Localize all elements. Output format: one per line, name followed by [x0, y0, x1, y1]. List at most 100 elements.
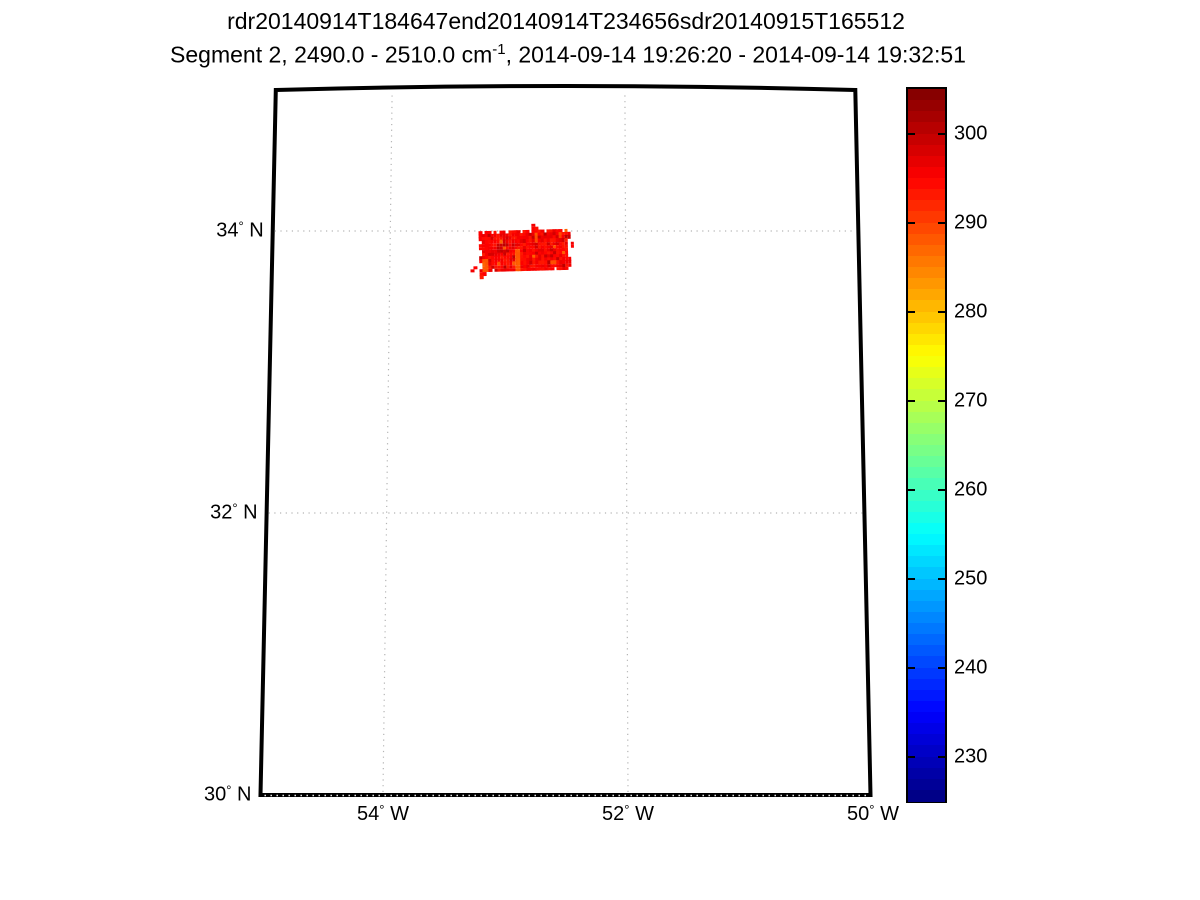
colorbar-tick-label: 290 — [954, 211, 988, 233]
colorbar-band — [908, 189, 945, 201]
colorbar-tick — [908, 755, 915, 758]
colorbar-band — [908, 356, 945, 368]
colorbar-band — [908, 255, 945, 268]
colorbar-band — [908, 778, 945, 791]
colorbar-tick-label: 260 — [954, 478, 988, 500]
colorbar-band — [908, 712, 945, 724]
colorbar-band — [908, 534, 945, 546]
colorbar-band — [908, 634, 945, 646]
colorbar-tick — [938, 399, 945, 402]
colorbar-band — [908, 166, 945, 179]
colorbar-band — [908, 389, 945, 402]
colorbar-band — [908, 756, 945, 769]
colorbar-band — [908, 400, 945, 413]
colorbar-band — [908, 789, 945, 802]
colorbar-tick-label: 230 — [954, 745, 988, 767]
colorbar-band — [908, 723, 945, 735]
colorbar-band — [908, 589, 945, 602]
lon-tick-label: 50° W — [847, 802, 899, 825]
colorbar-band — [908, 578, 945, 591]
colorbar-band — [908, 667, 945, 680]
colorbar-band — [908, 267, 945, 279]
swath-cell — [549, 266, 554, 271]
colorbar-band — [908, 200, 945, 212]
subtitle-suffix: , 2014-09-14 19:26:20 - 2014-09-14 19:32… — [505, 41, 966, 68]
colorbar-band — [908, 300, 945, 313]
colorbar-tick — [938, 755, 945, 758]
colorbar-band — [908, 700, 945, 713]
colorbar-band — [908, 678, 945, 691]
colorbar — [906, 87, 947, 803]
colorbar-tick-label: 280 — [954, 300, 988, 322]
colorbar-band — [908, 111, 945, 123]
gridline-lon-54 — [382, 91, 393, 793]
colorbar-band — [908, 489, 945, 502]
colorbar-band — [908, 178, 945, 190]
colorbar-band — [908, 500, 945, 513]
colorbar-band — [908, 467, 945, 479]
swath-cell — [479, 274, 483, 279]
colorbar-band — [908, 122, 945, 135]
colorbar-tick — [908, 577, 915, 580]
colorbar-tick — [938, 488, 945, 491]
colorbar-band — [908, 689, 945, 702]
subtitle-superscript: -1 — [492, 41, 506, 58]
colorbar-tick-label: 300 — [954, 122, 988, 144]
colorbar-band — [908, 289, 945, 301]
lon-tick-label: 52° W — [602, 802, 654, 825]
colorbar-tick — [908, 488, 915, 491]
gridline-lon-52 — [624, 91, 629, 793]
colorbar-band — [908, 522, 945, 535]
colorbar-tick — [938, 310, 945, 313]
colorbar-band — [908, 100, 945, 112]
colorbar-band — [908, 233, 945, 246]
colorbar-band — [908, 411, 945, 424]
colorbar-band — [908, 567, 945, 580]
colorbar-band — [908, 556, 945, 568]
colorbar-band — [908, 623, 945, 635]
lat-tick-label: 34° N — [216, 218, 264, 242]
colorbar-band — [908, 89, 945, 101]
colorbar-band — [908, 322, 945, 335]
colorbar-band — [908, 378, 945, 390]
colorbar-band — [908, 222, 945, 235]
swath-cell — [570, 244, 574, 248]
lon-tick-label: 54° W — [357, 802, 409, 825]
colorbar-tick-label: 240 — [954, 656, 988, 678]
colorbar-band — [908, 767, 945, 780]
lat-tick-label: 32° N — [210, 500, 258, 524]
colorbar-band — [908, 433, 945, 446]
swath-cell — [487, 268, 492, 273]
colorbar-tick-label: 250 — [954, 567, 988, 589]
subtitle-prefix: Segment 2, 2490.0 - 2510.0 cm — [170, 41, 493, 68]
colorbar-band — [908, 645, 945, 657]
swath-cell — [531, 223, 535, 227]
colorbar-tick — [908, 399, 915, 402]
data-swath — [470, 223, 574, 279]
colorbar-band — [908, 211, 945, 224]
colorbar-tick — [908, 132, 915, 135]
swath-cell — [564, 266, 569, 270]
colorbar-band — [908, 133, 945, 146]
swath-cell — [470, 268, 474, 273]
colorbar-band — [908, 445, 945, 457]
colorbar-band — [908, 611, 945, 624]
colorbar-band — [908, 244, 945, 257]
colorbar-band — [908, 600, 945, 613]
colorbar-band — [908, 144, 945, 157]
plot-title: rdr20140914T184647end20140914T234656sdr2… — [227, 8, 905, 34]
colorbar-band — [908, 511, 945, 524]
colorbar-tick — [938, 132, 945, 135]
colorbar-band — [908, 422, 945, 435]
map-border — [258, 84, 873, 797]
colorbar-tick — [908, 221, 915, 224]
colorbar-tick-label: 270 — [954, 389, 988, 411]
colorbar-band — [908, 333, 945, 346]
colorbar-band — [908, 656, 945, 669]
colorbar-tick — [908, 310, 915, 313]
colorbar-band — [908, 456, 945, 468]
colorbar-band — [908, 545, 945, 557]
colorbar-tick — [908, 666, 915, 669]
